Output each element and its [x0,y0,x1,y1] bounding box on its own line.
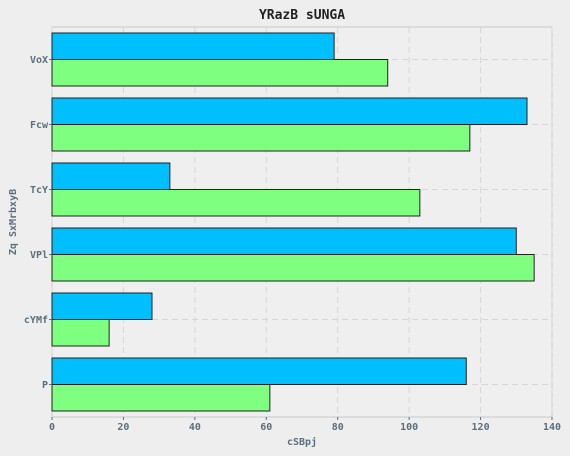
plot-area [51,26,553,418]
y-tick-label: VPl [30,250,48,261]
y-tick-label: TcY [30,185,48,196]
x-tick-label: 60 [260,422,272,433]
y-tick-label: cYMf [24,315,48,326]
bar-series-1-TcY [51,162,171,190]
x-tick-label: 40 [189,422,201,433]
chart-title: YRazB sUNGA [259,8,345,23]
y-axis-label: Zq SxMrbxyB [8,189,19,255]
x-tick-label: 0 [49,422,55,433]
bar-series-2-cYMf [51,319,110,347]
y-axis-ticks: VoX Fcw TcY VPl cYMf P [24,55,52,391]
x-tick-label: 100 [400,422,418,433]
bar-series-1-VPl [51,227,517,255]
bar-series-2-VoX [51,59,389,87]
y-tick-label: P [42,380,48,391]
y-tick-label: VoX [30,55,48,66]
bar-series-2-TcY [51,189,421,217]
bar-series-2-Fcw [51,124,471,152]
bar-series-2-VPl [51,254,535,282]
bar-series-1-Fcw [51,97,528,125]
x-tick-label: 20 [117,422,129,433]
x-tick-label: 80 [332,422,344,433]
bar-series-1-VoX [51,32,335,60]
x-tick-label: 120 [472,422,490,433]
x-axis-label: cSBpj [287,436,317,448]
bars [51,32,535,412]
y-tick-label: Fcw [30,120,49,131]
x-tick-label: 140 [543,422,561,433]
bar-series-1-P [51,357,467,385]
x-axis-ticks: 0 20 40 60 80 100 120 140 [49,417,561,433]
bar-series-2-P [51,384,271,412]
bar-series-1-cYMf [51,292,153,320]
